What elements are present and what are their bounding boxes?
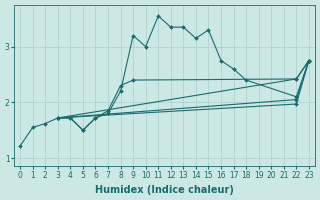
X-axis label: Humidex (Indice chaleur): Humidex (Indice chaleur)	[95, 185, 234, 195]
